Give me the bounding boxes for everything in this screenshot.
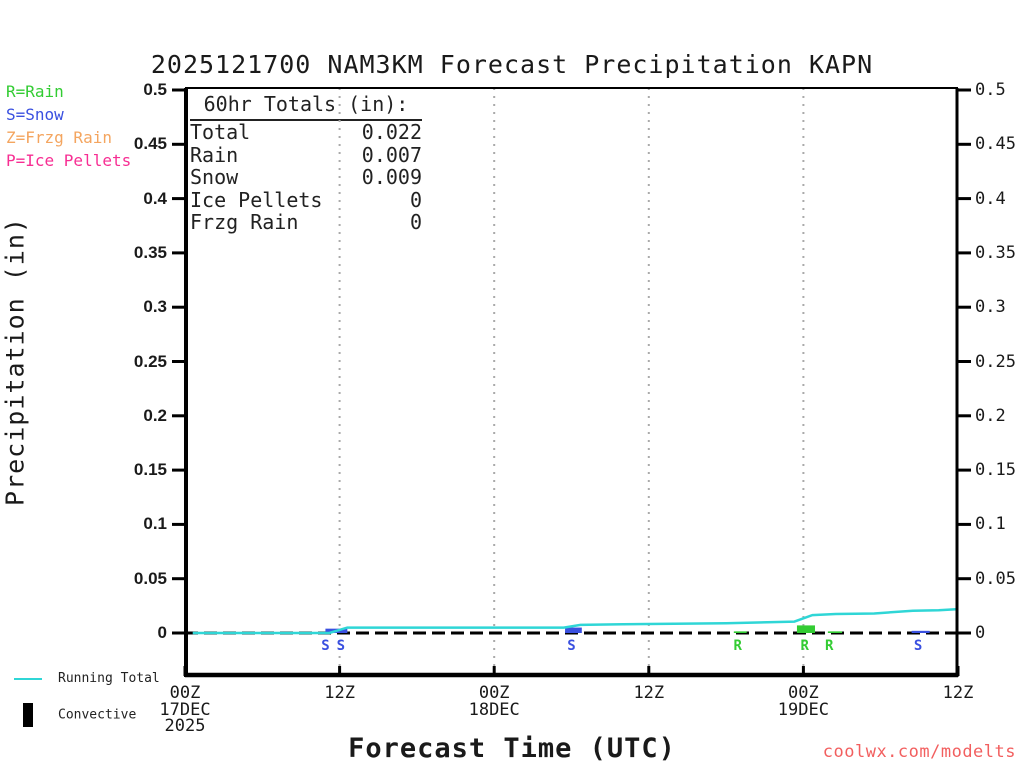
totals-label: Frzg Rain [190,210,299,235]
y-tick-label-left: 0.45 [133,134,167,154]
totals-row-total: Total 0.022 [190,121,422,144]
totals-label: Ice Pellets [190,187,323,212]
totals-value: 0 [409,187,422,212]
y-tick-label-right: 0.4 [975,188,1006,209]
y-tick-label-left: 0.3 [143,297,167,317]
y-tick-label-left: 0.15 [133,460,167,480]
totals-value: 0.022 [361,120,422,144]
y-tick-label-left: 0.25 [133,351,167,371]
y-tick-label-left: 0.1 [143,514,167,534]
y-axis-title: Precipitation (in) [0,217,30,506]
page-title: 2025121700 NAM3KM Forecast Precipitation… [150,50,874,79]
totals-value: 0.007 [361,142,422,167]
totals-row-rain: Rain 0.007 [190,142,422,167]
type-legend-item: R=Rain [6,82,64,101]
precip-type-legend: R=Rain S=Snow Z=Frzg Rain P=Ice Pellets [6,80,131,172]
ptype-marker-snow: S [913,638,923,654]
x-tick-label: 00Z 17DEC 2025 [159,683,211,736]
convective-bar-snow [911,630,930,633]
legend-running-total-label: Running Total [58,671,160,686]
totals-label: Total [190,120,251,144]
y-tick-label-left: 0.35 [133,242,167,262]
y-tick-label-left: 0.05 [133,568,167,588]
convective-bar-rain [827,631,843,633]
y-tick-label-left: 0.4 [143,188,167,208]
convective-bar-snow [565,627,582,633]
totals-heading: 60hr Totals (in): [190,92,422,121]
totals-value: 0 [409,210,422,235]
x-tick-label: 00Z 19DEC [777,683,829,720]
type-legend-item: S=Snow [6,105,64,124]
y-tick-label-right: 0.45 [975,134,1016,155]
y-tick-label-right: 0 [975,623,986,643]
legend-running-total: Running Total [14,671,160,686]
x-tick-label: 12Z [942,683,974,703]
y-tick-label-right: 0.15 [975,460,1016,481]
y-tick-label-left: 0 [157,623,167,642]
totals-row-frzg-rain: Frzg Rain 0 [190,211,422,234]
convective-bar-rain [733,631,747,633]
type-legend-item: Z=Frzg Rain [6,128,112,147]
y-tick-label-right: 0.2 [975,405,1006,426]
totals-row-snow: Snow 0.009 [190,166,422,189]
ptype-marker-rain: R [824,638,834,654]
ptype-marker-rain: R [733,638,742,654]
y-tick-label-left: 0.5 [143,80,167,99]
totals-row-ice-pellets: Ice Pellets 0 [190,189,422,212]
totals-panel: 60hr Totals (in): Total 0.022 Rain 0.007… [190,92,422,234]
legend-convective: Convective [14,703,136,727]
totals-label: Rain [190,142,239,167]
x-axis-title: Forecast Time (UTC) [348,733,676,764]
y-tick-label-right: 0.35 [975,242,1016,263]
running-total-line-swatch [14,677,42,680]
legend-convective-label: Convective [58,707,137,723]
y-tick-label-right: 0.3 [975,297,1006,318]
y-tick-label-right: 0.25 [975,351,1016,372]
x-tick-label: 12Z [633,683,665,703]
convective-bar-swatch [23,703,33,727]
ptype-marker-rain: R [800,638,809,654]
ptype-marker-snow: S [567,638,576,654]
ptype-marker-snow: S [336,638,346,654]
x-tick-label: 12Z [324,683,355,703]
type-legend-item: P=Ice Pellets [6,151,132,170]
watermark: coolwx.com/modelts [822,742,1016,762]
y-tick-label-right: 0.5 [975,80,1006,100]
ptype-marker-snow: S [321,638,330,654]
y-tick-label-left: 0.2 [143,405,167,425]
totals-label: Snow [190,165,239,190]
totals-value: 0.009 [361,165,422,190]
y-tick-label-right: 0.05 [975,568,1016,589]
running-total-line [192,607,959,635]
convective-bar-rain [796,625,815,633]
x-tick-label: 00Z 18DEC [468,683,520,720]
y-tick-label-right: 0.1 [975,514,1006,535]
